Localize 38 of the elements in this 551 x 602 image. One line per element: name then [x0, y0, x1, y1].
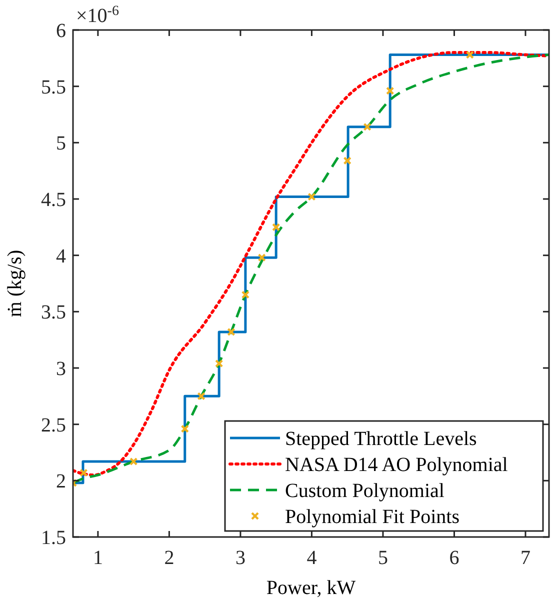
y-tick-label: 3 — [56, 358, 66, 380]
point — [197, 392, 206, 400]
legend-label: Stepped Throttle Levels — [285, 428, 478, 450]
point — [272, 223, 280, 232]
x-tick-label: 2 — [164, 547, 174, 569]
point — [386, 86, 394, 95]
y-tick-label: 4.5 — [41, 189, 66, 211]
x-tick-label: 3 — [235, 547, 246, 569]
point — [343, 156, 352, 165]
y-axis-title: ṁ (kg/s) — [4, 250, 26, 318]
point — [129, 457, 138, 466]
legend-label: NASA D14 AO Polynomial — [285, 454, 508, 476]
point — [227, 328, 236, 336]
point — [241, 290, 250, 299]
point — [258, 253, 266, 262]
y-tick-label: 2.5 — [41, 414, 66, 436]
x-tick-label: 7 — [520, 547, 530, 569]
legend-label: Polynomial Fit Points — [285, 506, 460, 528]
y-tick-label: 6 — [56, 20, 66, 42]
y-tick-label: 3.5 — [41, 302, 66, 324]
point — [214, 359, 224, 368]
y-tick-label: 5.5 — [41, 76, 66, 98]
x-tick-label: 1 — [92, 547, 103, 569]
x-axis-title: Power, kW — [266, 577, 356, 599]
y-tick-label: 1.5 — [41, 527, 66, 549]
point — [363, 122, 372, 131]
y-tick-label: 5 — [56, 132, 66, 155]
y-tick-label: 2 — [56, 470, 66, 493]
x-tick-label: 4 — [306, 547, 317, 569]
x-tick-label: 5 — [378, 547, 388, 569]
text: ×10$^{-6}$ — [76, 4, 119, 27]
point — [80, 468, 88, 477]
point — [180, 424, 189, 433]
y-tick-label: 4 — [56, 245, 66, 268]
point — [308, 192, 316, 201]
legend-label: Custom Polynomial — [285, 480, 445, 502]
x-tick-label: 6 — [449, 547, 460, 569]
point — [466, 50, 474, 59]
